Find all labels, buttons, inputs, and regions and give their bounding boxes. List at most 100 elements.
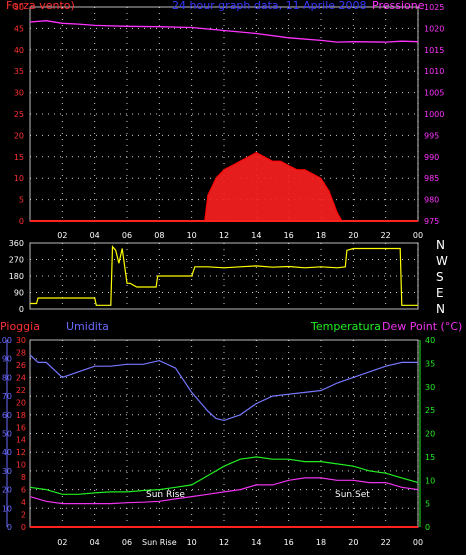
compass-w: W xyxy=(436,254,448,268)
panel3-x-tick: 04 xyxy=(90,538,100,547)
panel3-x-tick: 12 xyxy=(219,538,229,547)
panel3-x-tick: Sun Rise xyxy=(142,538,177,547)
panel1-x-tick: 22 xyxy=(381,231,391,240)
direction-y-tick: 0 xyxy=(19,305,24,314)
direction-y-tick: 270 xyxy=(9,256,24,265)
rain-y-tick: 28 xyxy=(16,348,26,357)
panel3-x-tick: 02 xyxy=(57,538,67,547)
humidity-y-tick: 100 xyxy=(0,336,12,345)
rain-y-tick: 4 xyxy=(21,498,26,507)
pressure-axis-title: Pressione xyxy=(372,0,425,12)
humidity-y-tick: 70 xyxy=(2,392,12,401)
panel3-x-tick: 18 xyxy=(316,538,326,547)
rain-y-tick: 8 xyxy=(21,473,26,482)
direction-y-tick: 180 xyxy=(9,272,24,281)
humidity-y-tick: 40 xyxy=(2,448,12,457)
pressure-y-tick: 1015 xyxy=(424,46,444,55)
panel2-frame xyxy=(29,242,419,310)
pressure-y-tick: 990 xyxy=(424,153,439,162)
sunrise-label: Sun Rise xyxy=(146,490,185,500)
humidity-y-tick: 60 xyxy=(2,411,12,420)
direction-series-line xyxy=(30,245,418,306)
pressure-y-tick: 975 xyxy=(424,217,439,226)
rain-y-tick: 14 xyxy=(16,436,26,445)
panel1-x-tick: 14 xyxy=(251,231,261,240)
humidity-y-tick: 30 xyxy=(2,467,12,476)
panel3-x-tick: 20 xyxy=(348,538,358,547)
humidity-series-line xyxy=(29,354,418,422)
panel3-x-tick: 14 xyxy=(251,538,261,547)
wind-y-tick: 20 xyxy=(14,131,24,140)
compass-e: E xyxy=(436,286,444,300)
temperature-y-tick: 40 xyxy=(425,336,435,345)
direction-y-tick: 90 xyxy=(14,289,24,298)
rain-y-tick: 2 xyxy=(21,511,26,520)
temperature-series-line xyxy=(29,456,419,495)
panel1-x-tick: 04 xyxy=(90,231,100,240)
rain-axis-title: Pioggia xyxy=(0,320,40,333)
temperature-y-tick: 20 xyxy=(425,430,435,439)
panel-wind-direction: 0 90 180 270 360 xyxy=(9,239,419,314)
rain-y-tick: 0 xyxy=(21,523,26,532)
rain-y-tick: 18 xyxy=(16,411,26,420)
direction-y-tick: 360 xyxy=(9,239,24,248)
panel3-x-tick: 10 xyxy=(187,538,197,547)
wind-y-tick: 5 xyxy=(19,196,24,205)
panel-humidity-temperature: 0102030405060708090100024681012141618202… xyxy=(0,336,435,547)
panel1-x-tick: 20 xyxy=(348,231,358,240)
pressure-y-tick: 1025 xyxy=(424,3,444,12)
temperature-y-tick: 25 xyxy=(425,406,435,415)
temperature-y-tick: 10 xyxy=(425,476,435,485)
wind-y-tick: 35 xyxy=(14,67,24,76)
pressure-y-tick: 995 xyxy=(424,131,439,140)
humidity-y-tick: 20 xyxy=(2,486,12,495)
dewpoint-axis-title: Dew Point (°C) xyxy=(382,320,463,333)
rain-y-tick: 26 xyxy=(16,361,26,370)
rain-y-tick: 16 xyxy=(16,423,26,432)
wind-y-tick: 15 xyxy=(14,153,24,162)
pressure-y-tick: 1005 xyxy=(424,89,444,98)
wind-y-tick: 40 xyxy=(14,46,24,55)
pressure-y-tick: 1000 xyxy=(424,110,444,119)
humidity-axis-title: Umidita xyxy=(66,320,109,333)
temperature-y-tick: 15 xyxy=(425,453,435,462)
wind-series-line xyxy=(30,151,418,222)
rain-y-tick: 6 xyxy=(21,486,26,495)
pressure-y-tick: 985 xyxy=(424,174,439,183)
compass-n-top: N xyxy=(436,238,445,252)
panel3-x-tick: 00 xyxy=(413,538,423,547)
panel3-x-tick: 22 xyxy=(381,538,391,547)
pressure-y-tick: 1020 xyxy=(424,24,444,33)
wind-y-tick: 45 xyxy=(14,24,24,33)
panel-wind-pressure: 0510152025303540455097598098599099510001… xyxy=(14,3,445,240)
panel1-x-tick: 02 xyxy=(57,231,67,240)
rain-y-tick: 10 xyxy=(16,461,26,470)
temperature-y-tick: 0 xyxy=(425,523,430,532)
rain-y-tick: 22 xyxy=(16,386,26,395)
wind-y-tick: 10 xyxy=(14,174,24,183)
panel1-x-tick: 10 xyxy=(187,231,197,240)
humidity-y-tick: 90 xyxy=(2,355,12,364)
panel3-x-tick: 06 xyxy=(122,538,132,547)
compass-n-bottom: N xyxy=(436,302,445,316)
wind-y-tick: 30 xyxy=(14,89,24,98)
wind-y-tick: 50 xyxy=(14,3,24,12)
panel1-x-tick: 16 xyxy=(284,231,294,240)
pressure-y-tick: 980 xyxy=(424,196,439,205)
panel1-x-tick: 00 xyxy=(413,231,423,240)
panel1-x-tick: 18 xyxy=(316,231,326,240)
humidity-y-tick: 10 xyxy=(2,504,12,513)
humidity-y-tick: 0 xyxy=(7,523,12,532)
compass-s: S xyxy=(436,270,444,284)
wind-y-tick: 25 xyxy=(14,110,24,119)
panel3-x-tick: 16 xyxy=(284,538,294,547)
humidity-y-tick: 80 xyxy=(2,373,12,382)
pressure-series-line xyxy=(29,20,419,43)
wind-axis-title: Forza vento) xyxy=(6,0,75,12)
panel1-x-tick: 06 xyxy=(122,231,132,240)
temperature-y-tick: 35 xyxy=(425,359,435,368)
temperature-axis-title: Temperatura xyxy=(311,320,381,333)
rain-y-tick: 30 xyxy=(16,336,26,345)
temperature-y-tick: 30 xyxy=(425,383,435,392)
rain-y-tick: 24 xyxy=(16,373,26,382)
